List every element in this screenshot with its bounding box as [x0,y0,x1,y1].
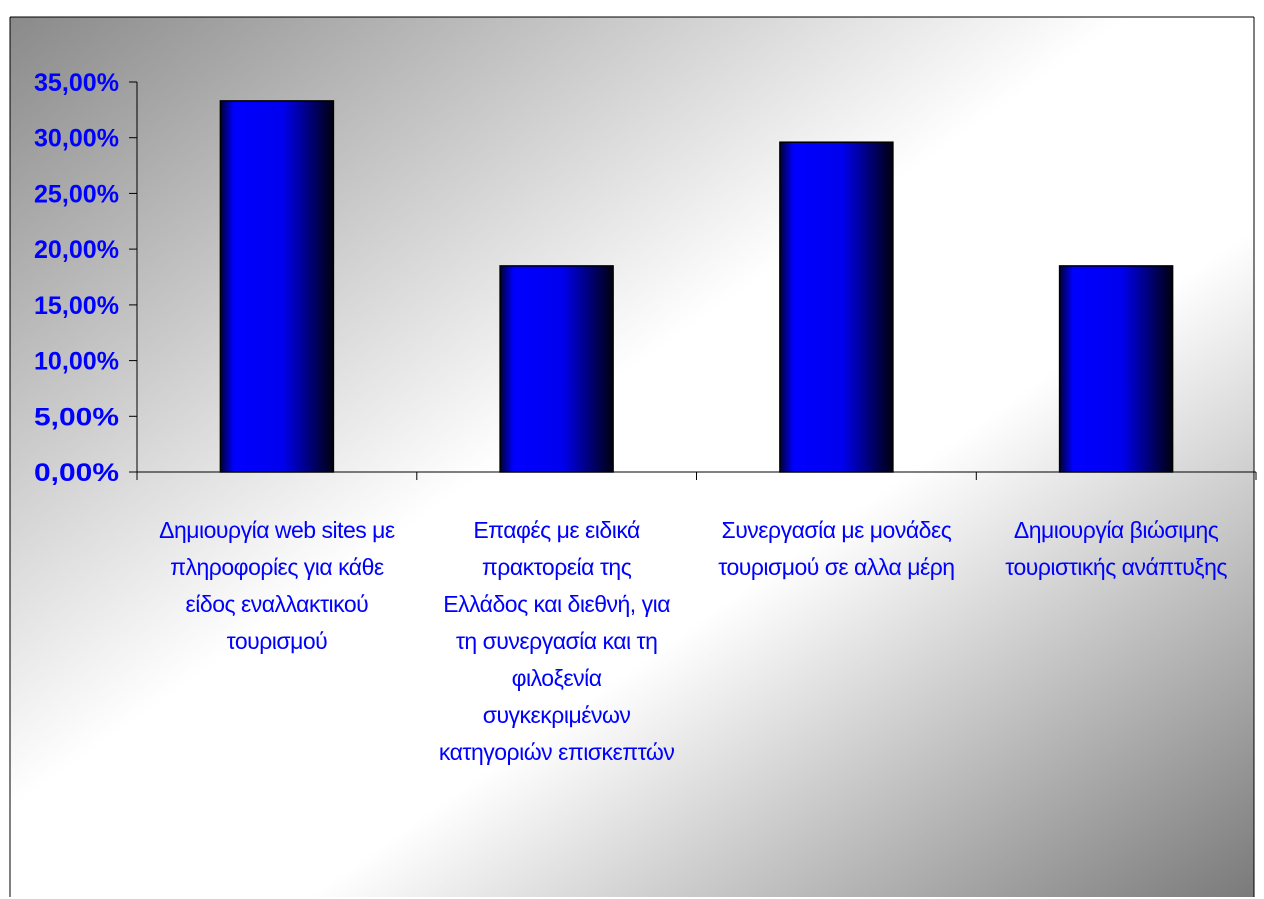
x-category-label: Δημιουργία web sites με πληροφορίες για … [159,517,395,654]
axes-layer [129,81,1257,480]
bar-1 [219,100,335,473]
y-tick-label: 0,00% [34,459,119,487]
x-category-label: Συνεργασία με μονάδες τουρισμού σε αλλα … [718,517,955,580]
y-tick-label: 15,00% [34,292,119,320]
y-tick-label: 10,00% [34,348,119,376]
x-category-label: Επαφές με ειδικά πρακτορεία της Ελλάδος … [438,517,675,765]
bar-3 [779,141,894,473]
y-tick-label: 35,00% [34,69,119,97]
y-tick-label: 25,00% [34,180,119,208]
y-tick-label: 20,00% [34,236,119,264]
x-category-label: Δημιουργία βιώσιμης τουριστικής ανάπτυξη… [1005,517,1227,580]
y-tick-labels: 0,00% 5,00% 10,00% 15,00% 20,00% 25,00% 30,00%… [34,69,119,487]
y-tick-label: 30,00% [34,125,119,153]
bar-4 [1058,265,1174,473]
y-tick-label: 5,00% [34,403,119,431]
bars-layer [219,100,1174,473]
bar-2 [499,265,614,473]
plot-background [10,17,1254,897]
